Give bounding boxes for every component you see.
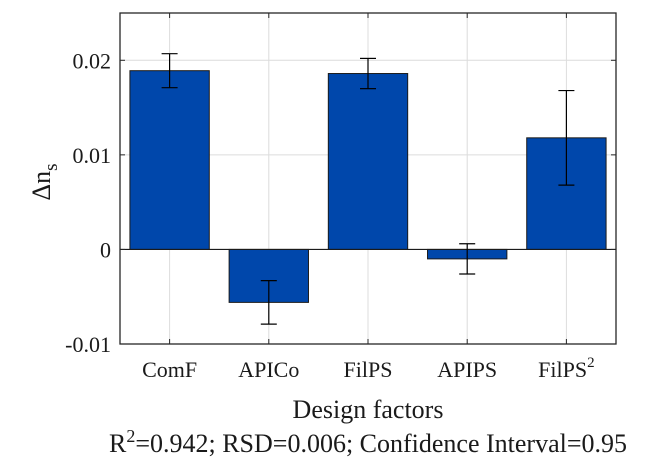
y-tick-label: 0 [100, 237, 111, 262]
x-tick-label: APIPS [437, 357, 497, 382]
x-tick-label-text: APIPS [437, 357, 497, 382]
bar [327, 73, 409, 250]
x-axis-title: Design factors [293, 395, 444, 424]
fit-statistics-text: =0.942; RSD=0.006; Confidence Interval=0… [135, 429, 627, 458]
x-tick-label: ComF [142, 357, 197, 382]
y-axis-title-subscript: s [41, 163, 62, 170]
x-axis: ComF APICo FilPS APIPS FilPS2 [142, 13, 595, 382]
x-tick-label-text: APICo [238, 357, 299, 382]
error-bars [161, 53, 575, 325]
x-tick-label: FilPS2 [538, 355, 594, 382]
y-tick-label: -0.01 [65, 332, 111, 357]
x-tick-label-text: FilPS [344, 357, 393, 382]
y-axis-title: Δns [27, 163, 62, 200]
x-tick-label: FilPS [344, 357, 393, 382]
bars [129, 70, 607, 303]
r-squared-prefix: R [109, 429, 127, 458]
y-tick-label: 0.02 [73, 48, 112, 73]
x-tick-label: APICo [238, 357, 299, 382]
y-tick-label: 0.01 [73, 143, 112, 168]
bar [129, 70, 210, 250]
y-axis-title-main: Δn [27, 171, 56, 201]
x-tick-label-text: ComF [142, 357, 197, 382]
x-tick-label-superscript: 2 [587, 355, 595, 371]
fit-statistics-note: R2=0.942; RSD=0.006; Confidence Interval… [109, 426, 627, 458]
y-axis: -0.01 0 0.01 0.02 [65, 48, 616, 357]
r-squared-superscript: 2 [126, 426, 135, 446]
x-tick-label-text: FilPS [538, 357, 587, 382]
